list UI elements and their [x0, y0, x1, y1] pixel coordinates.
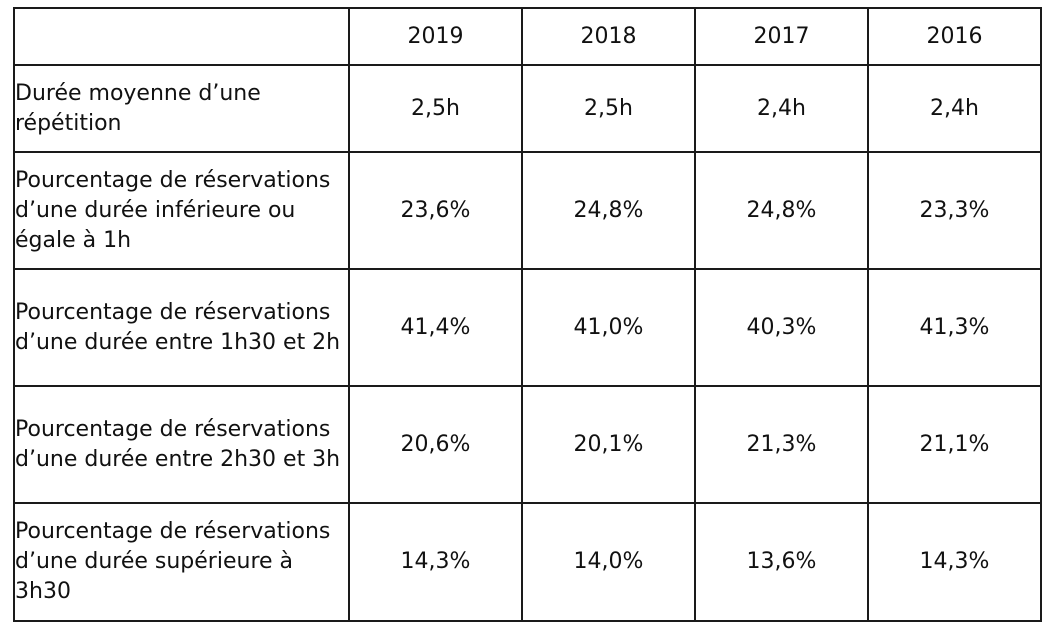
row-label-average-duration: Durée moyenne d’une répétition	[13, 64, 350, 153]
table-cell: 2,5h	[521, 64, 696, 153]
year-header-2017: 2017	[694, 7, 869, 66]
table-cell: 23,3%	[867, 151, 1042, 270]
row-label-2h30-3h: Pourcentage de réservations d’une durée …	[13, 385, 350, 504]
row-label-1h30-2h: Pourcentage de réservations d’une durée …	[13, 268, 350, 387]
table-cell: 41,3%	[867, 268, 1042, 387]
table-cell: 20,6%	[348, 385, 523, 504]
table-cell: 2,4h	[867, 64, 1042, 153]
table-cell: 20,1%	[521, 385, 696, 504]
table-row: Durée moyenne d’une répétition 2,5h 2,5h…	[13, 64, 1042, 153]
row-label-over-3h30: Pourcentage de réservations d’une durée …	[13, 502, 350, 622]
table-cell: 14,3%	[348, 502, 523, 622]
table-row: Pourcentage de réservations d’une durée …	[13, 385, 1042, 504]
table-cell: 14,3%	[867, 502, 1042, 622]
table-cell: 40,3%	[694, 268, 869, 387]
table-cell: 23,6%	[348, 151, 523, 270]
year-header-2019: 2019	[348, 7, 523, 66]
table-cell: 13,6%	[694, 502, 869, 622]
year-header-2016: 2016	[867, 7, 1042, 66]
table-cell: 2,4h	[694, 64, 869, 153]
table-cell: 41,4%	[348, 268, 523, 387]
table-cell: 14,0%	[521, 502, 696, 622]
table-row: Pourcentage de réservations d’une durée …	[13, 151, 1042, 270]
table-row: Pourcentage de réservations d’une durée …	[13, 268, 1042, 387]
statistics-table: 2019 2018 2017 2016 Durée moyenne d’une …	[13, 7, 1042, 622]
table-cell: 41,0%	[521, 268, 696, 387]
table-cell: 24,8%	[521, 151, 696, 270]
table-cell: 21,3%	[694, 385, 869, 504]
year-header-2018: 2018	[521, 7, 696, 66]
table-cell: 24,8%	[694, 151, 869, 270]
corner-cell	[13, 7, 350, 66]
table-cell: 21,1%	[867, 385, 1042, 504]
table-row: Pourcentage de réservations d’une durée …	[13, 502, 1042, 622]
table-cell: 2,5h	[348, 64, 523, 153]
header-row: 2019 2018 2017 2016	[13, 7, 1042, 66]
row-label-max-1h: Pourcentage de réservations d’une durée …	[13, 151, 350, 270]
